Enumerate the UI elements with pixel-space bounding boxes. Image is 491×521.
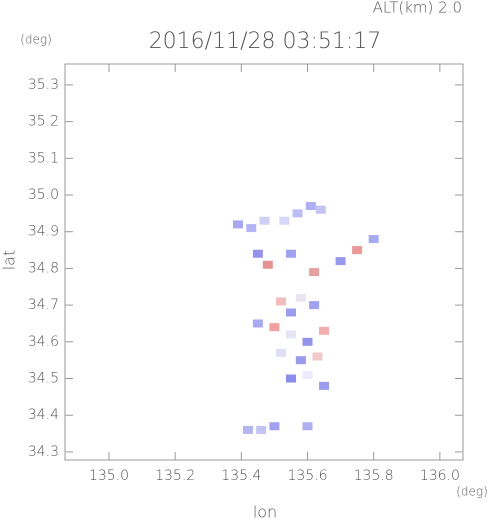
y-tick-label: 34.8 xyxy=(28,260,59,276)
echo-point xyxy=(302,337,313,346)
echo-point xyxy=(302,370,313,379)
echo-point xyxy=(233,220,244,229)
y-tick-label: 34.9 xyxy=(28,224,59,240)
x-tick-label: 135.0 xyxy=(89,468,129,484)
y-tick-label: 35.0 xyxy=(28,187,59,203)
echo-point xyxy=(335,257,346,266)
echo-point xyxy=(252,319,263,328)
echo-point xyxy=(368,235,379,244)
echo-point xyxy=(295,356,306,365)
x-tick-label: 135.6 xyxy=(287,468,327,484)
echo-point xyxy=(319,381,330,390)
echo-point xyxy=(309,301,320,310)
echo-point xyxy=(279,216,290,225)
x-tick-label: 135.8 xyxy=(354,468,394,484)
y-tick-label: 34.4 xyxy=(28,407,59,423)
x-axis-label: lon xyxy=(253,503,277,521)
echo-point xyxy=(312,352,323,361)
echo-point xyxy=(309,268,320,277)
echo-point xyxy=(262,260,273,269)
echo-point xyxy=(352,246,363,255)
echo-point xyxy=(252,249,263,258)
echo-point xyxy=(292,209,303,218)
plot-frame xyxy=(64,63,464,461)
y-tick-label: 34.5 xyxy=(28,371,59,387)
y-unit: (deg) xyxy=(20,33,52,47)
echo-point xyxy=(276,348,287,357)
echo-point xyxy=(302,422,313,431)
x-unit: (deg) xyxy=(456,485,488,499)
chart-title: 2016/11/28 03:51:17 xyxy=(149,29,382,54)
echo-point xyxy=(305,202,316,211)
echo-point xyxy=(269,323,280,332)
echo-point xyxy=(285,374,296,383)
echo-point xyxy=(256,425,267,434)
y-axis-label: lat xyxy=(0,250,19,271)
echo-point xyxy=(319,326,330,335)
echo-point xyxy=(315,205,326,214)
y-tick-label: 34.6 xyxy=(28,334,59,350)
y-tick-label: 35.2 xyxy=(28,114,59,130)
echo-point xyxy=(276,297,287,306)
echo-point xyxy=(246,224,257,233)
x-tick-label: 135.2 xyxy=(155,468,195,484)
echo-point xyxy=(259,216,270,225)
echo-point xyxy=(295,293,306,302)
echo-point xyxy=(242,425,253,434)
y-tick-label: 35.3 xyxy=(28,77,59,93)
altitude-label: ALT(km) 2.0 xyxy=(373,0,462,17)
y-tick-label: 34.7 xyxy=(28,297,59,313)
echo-point xyxy=(285,308,296,317)
echo-point xyxy=(269,422,280,431)
x-tick-label: 135.4 xyxy=(221,468,261,484)
echo-point xyxy=(285,249,296,258)
y-tick-label: 34.3 xyxy=(28,444,59,460)
y-tick-label: 35.1 xyxy=(28,150,59,166)
x-tick-label: 136.0 xyxy=(420,468,460,484)
echo-point xyxy=(285,330,296,339)
